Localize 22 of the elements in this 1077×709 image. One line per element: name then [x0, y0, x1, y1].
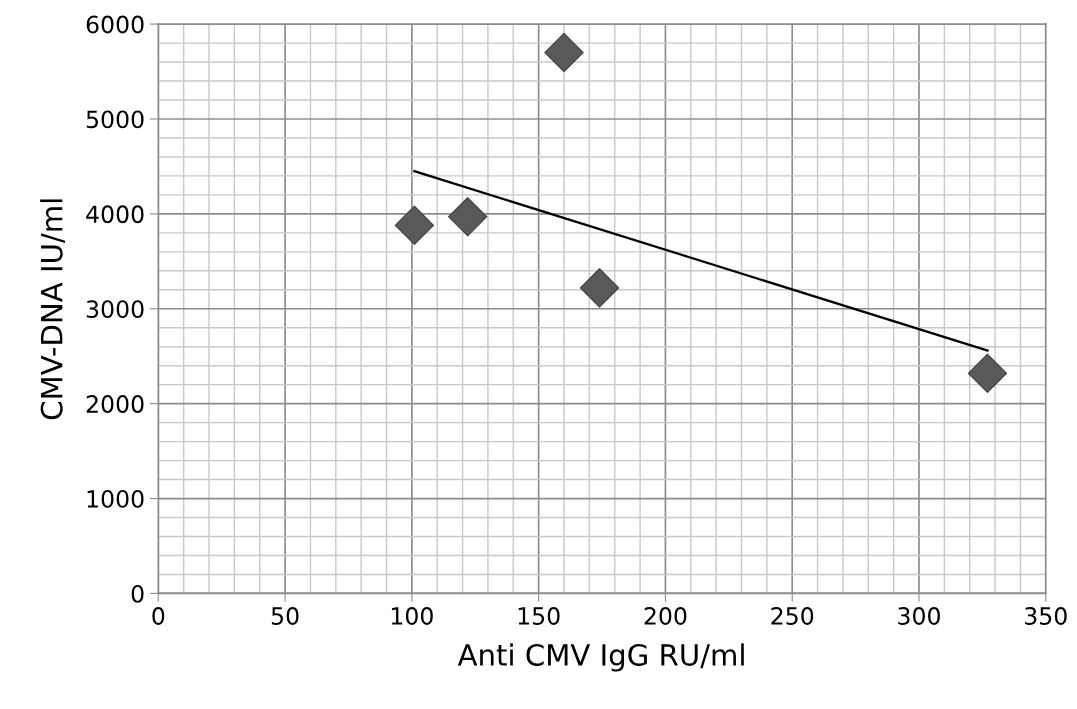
y-tick-label: 2000	[86, 395, 144, 413]
y-tick-label: 1000	[87, 489, 144, 508]
x-tick-label: 50	[271, 607, 299, 625]
x-tick-label: 300	[898, 607, 940, 625]
x-tick-label: 100	[391, 607, 433, 625]
x-tick-label: 200	[644, 607, 687, 625]
point	[579, 268, 620, 308]
y-tick-label: 6000	[86, 15, 144, 34]
y-tick-label: 5000	[86, 110, 144, 129]
y-tick-label: 4000	[86, 205, 144, 224]
point	[967, 353, 1008, 393]
y-tick-label: 3000	[86, 300, 144, 319]
x-axis-title: Anti CMV IgG RU/ml	[457, 643, 744, 672]
y-axis-title: CMV-DNA IU/ml	[40, 199, 66, 420]
x-tick-label: 350	[1025, 607, 1067, 625]
y-tick-label: 0	[131, 584, 144, 603]
point	[447, 197, 488, 237]
point	[544, 32, 584, 73]
point	[394, 205, 435, 245]
x-tick-label: 150	[518, 607, 560, 625]
x-tick-label: 0	[152, 607, 165, 625]
x-tick-label: 250	[771, 607, 814, 625]
